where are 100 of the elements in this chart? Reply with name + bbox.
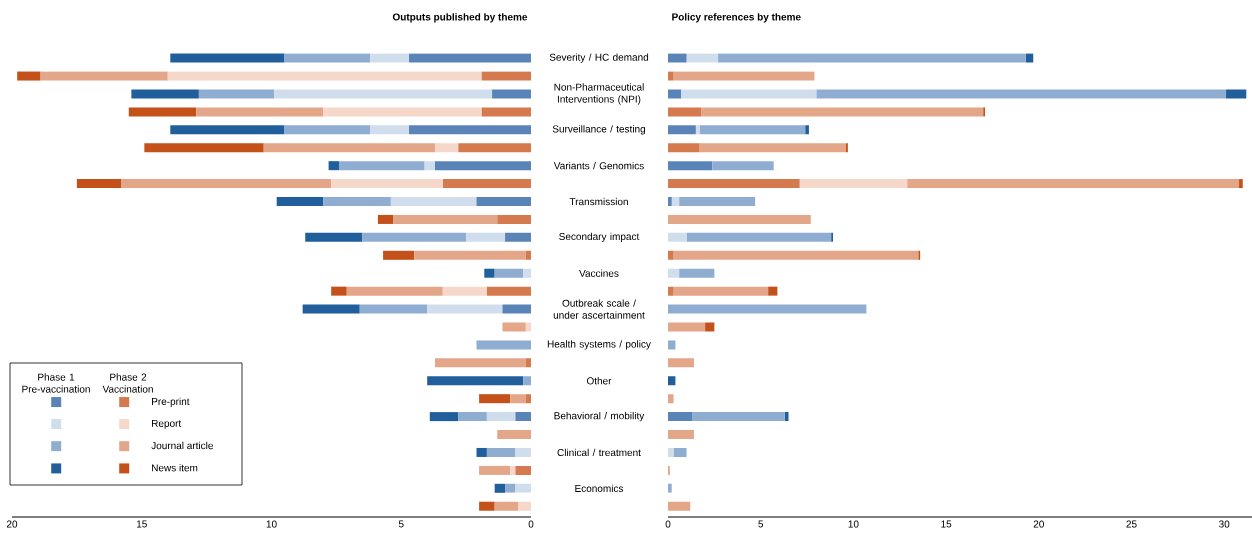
- bar: [131, 89, 199, 99]
- bar: [701, 107, 984, 117]
- bar: [429, 412, 459, 422]
- bar: [668, 250, 674, 260]
- bar: [502, 322, 526, 332]
- bar: [476, 197, 531, 207]
- bar: [370, 53, 410, 63]
- x-tick-label: 5: [758, 520, 764, 528]
- bar: [302, 304, 360, 314]
- bar: [458, 412, 487, 422]
- bar: [442, 179, 531, 189]
- y-tick-label: Vaccines: [579, 269, 619, 277]
- y-tick-label: Surveillance / testing: [552, 125, 646, 135]
- bar: [442, 286, 487, 296]
- bar: [515, 412, 531, 422]
- chart-title: Policy references by theme: [672, 13, 801, 23]
- y-tick-label: Transmission: [569, 197, 628, 206]
- bar: [494, 483, 506, 493]
- bar: [695, 125, 700, 135]
- bar: [515, 465, 531, 475]
- bar: [494, 268, 524, 278]
- y-tick-label: Secondary impact: [559, 232, 640, 243]
- bar: [486, 447, 516, 457]
- bar: [1239, 179, 1243, 189]
- legend-label: Journal article: [151, 441, 213, 450]
- bar: [120, 179, 332, 189]
- bar: [494, 501, 519, 511]
- y-tick-label: Outbreak scale / under ascertainment: [553, 299, 645, 319]
- bar: [668, 71, 674, 81]
- bar: [479, 394, 511, 404]
- bar: [497, 214, 531, 224]
- bar: [40, 71, 168, 81]
- bar: [434, 358, 526, 368]
- legend-label: Pre-print: [152, 397, 190, 407]
- bar: [276, 197, 324, 207]
- bar: [427, 376, 524, 386]
- bar: [668, 447, 674, 457]
- bar: [668, 232, 687, 242]
- bar: [434, 143, 459, 153]
- bar: [76, 179, 121, 189]
- bar: [668, 214, 811, 224]
- bar: [673, 447, 687, 457]
- bar: [481, 71, 531, 81]
- x-tick-label: 5: [398, 520, 404, 528]
- y-tick-label: Severity / HC demand: [549, 53, 649, 63]
- bar: [390, 197, 477, 207]
- bar: [673, 71, 815, 81]
- bar: [305, 232, 363, 242]
- bar: [510, 394, 526, 404]
- bar: [668, 286, 674, 296]
- bar: [476, 447, 487, 457]
- bar: [370, 125, 410, 135]
- bar: [523, 268, 531, 278]
- bar: [679, 197, 756, 207]
- bar: [686, 232, 832, 242]
- bar: [274, 89, 493, 99]
- bar: [668, 412, 693, 422]
- bar: [671, 197, 680, 207]
- bar: [458, 143, 531, 153]
- bar: [328, 161, 339, 171]
- bar: [414, 250, 526, 260]
- bar: [479, 501, 495, 511]
- bar: [668, 161, 713, 171]
- bar: [668, 143, 700, 153]
- bar: [768, 286, 778, 296]
- bar: [668, 322, 706, 332]
- legend-label: Report: [152, 419, 182, 429]
- bar: [479, 465, 511, 475]
- bar: [424, 161, 435, 171]
- annotation: Phase 1 Pre-vaccination: [22, 373, 90, 393]
- bar: [799, 179, 908, 189]
- x-tick-label: 25: [1126, 520, 1137, 528]
- bar: [409, 125, 531, 135]
- bar: [128, 107, 197, 117]
- bar: [170, 53, 285, 63]
- bar: [805, 125, 809, 135]
- bar: [680, 89, 817, 99]
- bar: [167, 71, 482, 81]
- bar: [668, 53, 687, 63]
- annotation: Phase 2 Vaccination: [102, 373, 153, 393]
- bar: [673, 286, 769, 296]
- bar: [502, 304, 531, 314]
- bar: [393, 214, 498, 224]
- bar: [668, 125, 696, 135]
- bar: [323, 107, 482, 117]
- bar: [668, 107, 702, 117]
- bar: [377, 214, 394, 224]
- bar: [427, 304, 503, 314]
- x-tick-label: 20: [1033, 520, 1044, 528]
- bar: [486, 412, 516, 422]
- bar: [476, 340, 531, 350]
- bar: [362, 232, 467, 242]
- bar: [434, 161, 531, 171]
- bar: [17, 71, 41, 81]
- bar: [409, 53, 531, 63]
- bar: [515, 447, 531, 457]
- bar: [323, 197, 391, 207]
- bar: [331, 286, 347, 296]
- bar: [712, 161, 774, 171]
- x-tick-label: 30: [1219, 520, 1230, 528]
